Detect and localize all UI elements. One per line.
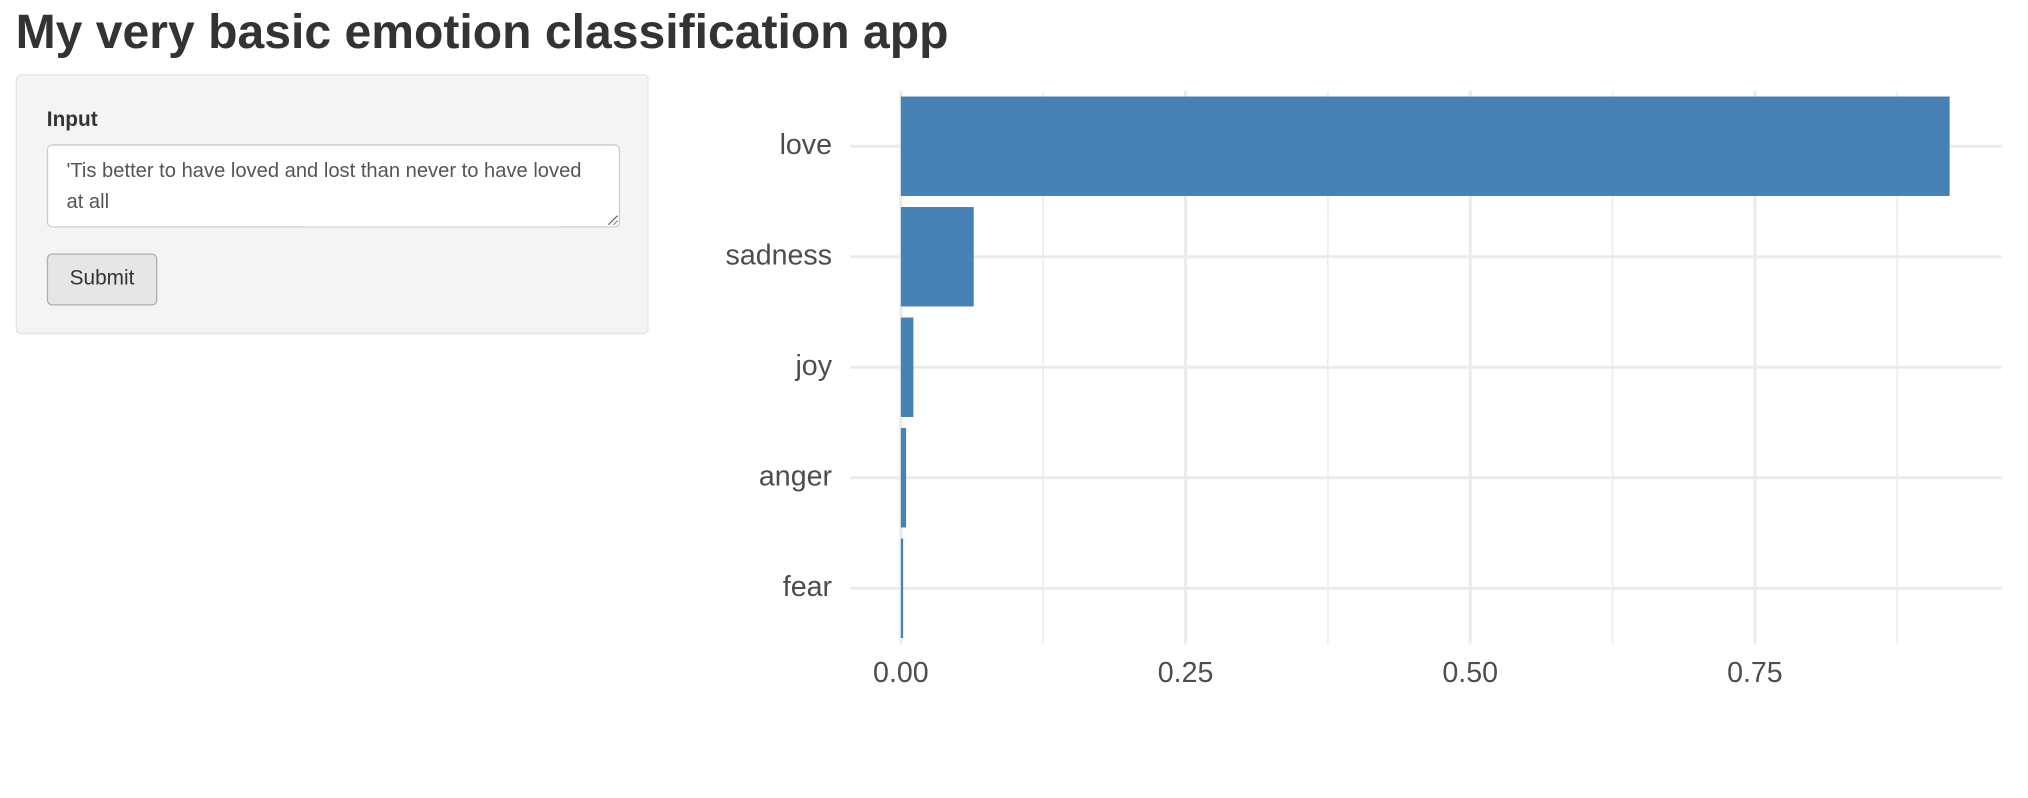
y-tick-label: anger [759, 460, 833, 492]
x-tick-label: 0.25 [1158, 657, 1214, 689]
bar [900, 207, 974, 307]
x-tick-label: 0.50 [1442, 657, 1498, 689]
y-tick-label: joy [794, 350, 832, 382]
y-tick-label: sadness [726, 239, 832, 271]
x-tick-label: 0.00 [873, 657, 929, 689]
bar [900, 96, 1950, 196]
bar [900, 428, 907, 528]
bar [900, 317, 914, 417]
x-tick-label: 0.75 [1727, 657, 1783, 689]
input-panel: Input 'Tis better to have loved and lost… [15, 74, 649, 335]
submit-button[interactable]: Submit [46, 253, 158, 306]
bar [900, 538, 904, 638]
input-label: Input [46, 109, 98, 132]
y-tick-label: love [780, 129, 832, 161]
app-title: My very basic emotion classification app [15, 5, 949, 59]
input-textarea[interactable]: 'Tis better to have loved and lost than … [46, 144, 621, 228]
y-tick-label: fear [783, 571, 833, 603]
